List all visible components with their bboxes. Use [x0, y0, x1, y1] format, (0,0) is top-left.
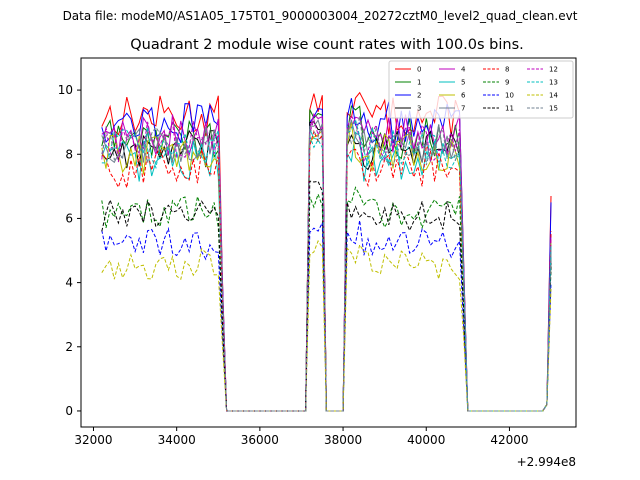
legend-label: 3 — [417, 105, 421, 113]
series-line-6 — [101, 121, 552, 412]
legend-label: 7 — [461, 105, 465, 113]
legend-label: 15 — [549, 105, 558, 113]
legend-label: 6 — [461, 92, 466, 100]
chart-suptitle: Data file: modeM0/AS1A05_175T01_90000030… — [63, 9, 578, 23]
legend-label: 12 — [549, 66, 558, 74]
series-line-13 — [101, 118, 552, 412]
y-tick-label: 2 — [65, 340, 73, 354]
legend-label: 13 — [549, 79, 558, 87]
series-line-0 — [101, 91, 552, 412]
legend-label: 8 — [505, 66, 509, 74]
y-tick-label: 10 — [58, 83, 73, 97]
legend-label: 14 — [549, 92, 558, 100]
series-layer — [101, 91, 552, 412]
y-tick-label: 8 — [65, 147, 73, 161]
x-tick-label: 34000 — [158, 433, 196, 447]
legend-label: 11 — [505, 105, 514, 113]
legend-label: 2 — [417, 92, 421, 100]
y-tick-label: 4 — [65, 276, 73, 290]
legend-label: 5 — [461, 79, 465, 87]
series-line-7 — [101, 119, 552, 412]
x-tick-label: 38000 — [324, 433, 362, 447]
legend-label: 4 — [461, 66, 466, 74]
legend-label: 0 — [417, 66, 421, 74]
x-offset-label: +2.994e8 — [517, 455, 576, 469]
x-tick-label: 42000 — [490, 433, 528, 447]
series-line-15 — [101, 115, 552, 412]
x-tick-label: 32000 — [74, 433, 112, 447]
series-line-8 — [101, 129, 552, 412]
series-line-5 — [101, 128, 552, 412]
axes-layer: 32000 34000 36000 38000 40000 42000 0 2 4 6 8 10 — [58, 83, 529, 447]
chart-title: Quadrant 2 module wise count rates with … — [130, 37, 524, 53]
legend-label: 9 — [505, 79, 509, 87]
y-tick-label: 0 — [65, 404, 73, 418]
x-tick-label: 36000 — [241, 433, 279, 447]
legend-box — [388, 60, 574, 119]
x-tick-label: 40000 — [407, 433, 445, 447]
y-tick-label: 6 — [65, 211, 73, 225]
series-line-3 — [101, 121, 552, 412]
plot-frame — [80, 57, 577, 428]
legend-label: 10 — [505, 92, 514, 100]
legend-label: 1 — [417, 79, 421, 87]
